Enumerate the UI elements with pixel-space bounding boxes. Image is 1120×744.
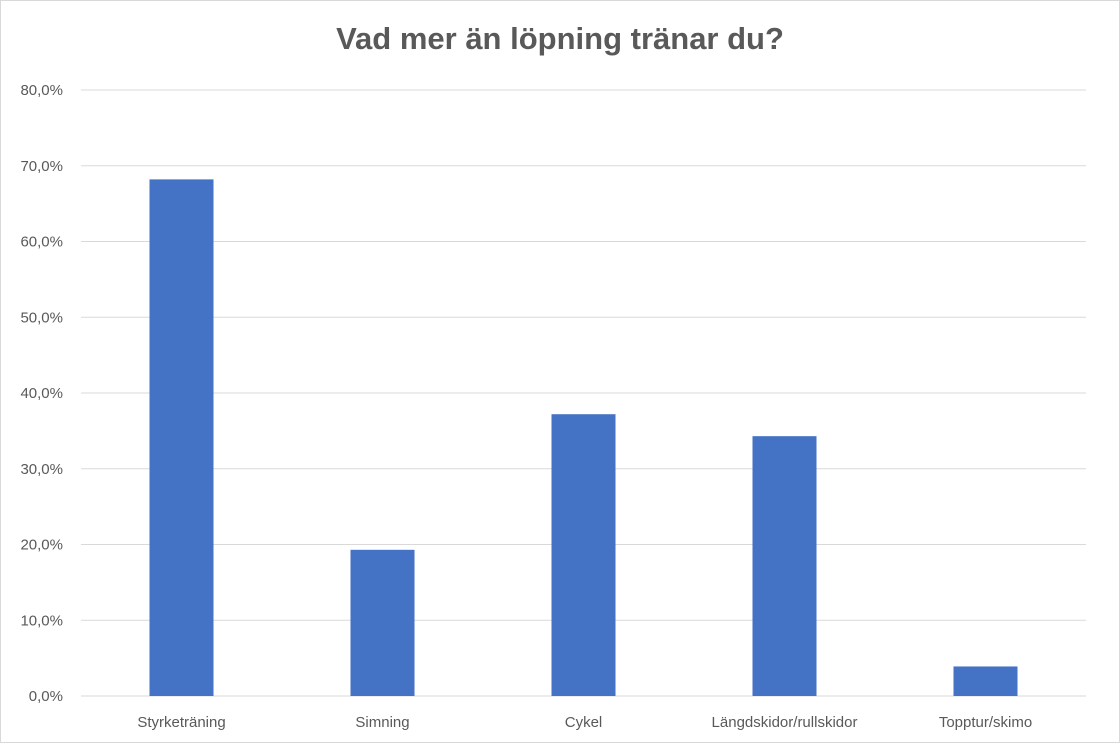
bar	[551, 414, 616, 696]
bar	[953, 666, 1018, 696]
bar	[149, 179, 214, 696]
x-category-label: Topptur/skimo	[939, 714, 1032, 731]
y-tick-label: 30,0%	[20, 461, 63, 478]
y-tick-label: 10,0%	[20, 612, 63, 629]
y-tick-label: 0,0%	[29, 688, 63, 705]
x-category-label: Styrketräning	[137, 714, 225, 731]
x-category-label: Cykel	[565, 714, 603, 731]
x-category-label: Simning	[355, 714, 409, 731]
y-tick-label: 50,0%	[20, 309, 63, 326]
y-tick-label: 20,0%	[20, 537, 63, 554]
y-tick-label: 40,0%	[20, 385, 63, 402]
x-category-label: Längdskidor/rullskidor	[712, 714, 858, 731]
bar	[350, 549, 415, 696]
y-tick-label: 60,0%	[20, 234, 63, 251]
y-tick-label: 70,0%	[20, 158, 63, 175]
chart-title: Vad mer än löpning tränar du?	[336, 21, 784, 56]
bar	[752, 436, 817, 696]
y-tick-label: 80,0%	[20, 82, 63, 99]
